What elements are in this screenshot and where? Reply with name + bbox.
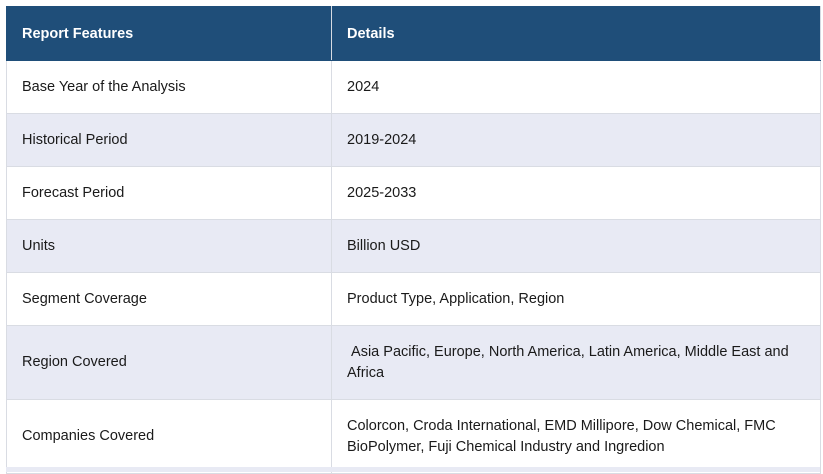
- detail-cell: Colorcon, Croda International, EMD Milli…: [331, 399, 821, 474]
- table-row: Companies Covered Colorcon, Croda Intern…: [6, 399, 821, 474]
- table-row: Forecast Period 2025-2033: [6, 166, 821, 220]
- detail-cell: Product Type, Application, Region: [331, 272, 821, 326]
- table-row: Historical Period 2019-2024: [6, 113, 821, 167]
- detail-cell: 2024: [331, 60, 821, 114]
- detail-cell: Billion USD: [331, 219, 821, 273]
- detail-cell: 2019-2024: [331, 113, 821, 167]
- feature-cell: Segment Coverage: [6, 272, 332, 326]
- report-features-table: Report Features Details Base Year of the…: [6, 6, 821, 474]
- feature-cell: Companies Covered: [6, 399, 332, 474]
- detail-cell: Asia Pacific, Europe, North America, Lat…: [331, 325, 821, 400]
- feature-cell: Units: [6, 219, 332, 273]
- detail-cell: 2025-2033: [331, 166, 821, 220]
- table-row: Units Billion USD: [6, 219, 821, 273]
- table-row: Base Year of the Analysis 2024: [6, 60, 821, 114]
- feature-cell: Base Year of the Analysis: [6, 60, 332, 114]
- table-header-row: Report Features Details: [6, 6, 821, 61]
- table-row: Region Covered Asia Pacific, Europe, Nor…: [6, 325, 821, 400]
- header-details: Details: [331, 6, 821, 61]
- table-row: Segment Coverage Product Type, Applicati…: [6, 272, 821, 326]
- feature-cell: Region Covered: [6, 325, 332, 400]
- feature-cell: Historical Period: [6, 113, 332, 167]
- next-row-strip: [6, 467, 820, 472]
- header-report-features: Report Features: [6, 6, 332, 61]
- feature-cell: Forecast Period: [6, 166, 332, 220]
